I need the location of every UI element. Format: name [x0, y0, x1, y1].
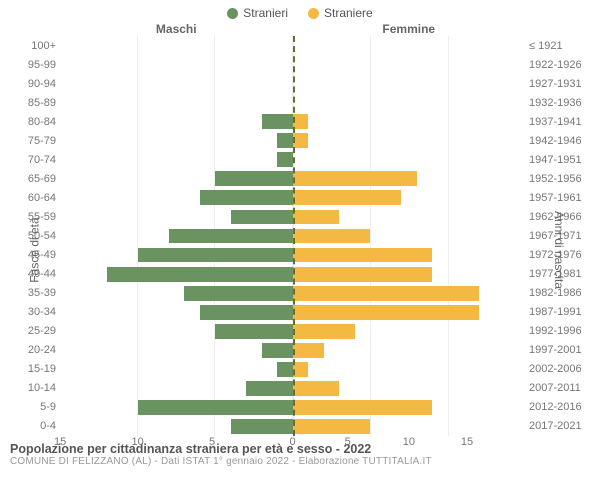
birth-year-tick: 1922-1926	[529, 55, 582, 74]
bar-female	[293, 229, 370, 244]
bar-male	[277, 362, 293, 377]
birth-year-tick: 2002-2006	[529, 360, 582, 379]
birth-year-tick: 1937-1941	[529, 112, 582, 131]
age-tick: 30-34	[28, 303, 56, 322]
bar-male	[107, 267, 293, 282]
chart-title: Popolazione per cittadinanza straniera p…	[10, 442, 590, 456]
age-tick: 75-79	[28, 131, 56, 150]
birth-year-tick: 1957-1961	[529, 188, 582, 207]
swatch-female	[308, 8, 319, 19]
bar-male	[184, 286, 293, 301]
birth-year-tick: 1992-1996	[529, 322, 582, 341]
age-tick: 15-19	[28, 360, 56, 379]
age-tick: 20-24	[28, 341, 56, 360]
bar-male	[262, 343, 293, 358]
age-tick: 85-89	[28, 93, 56, 112]
age-tick: 10-14	[28, 379, 56, 398]
bar-female	[293, 171, 417, 186]
legend-label-female: Straniere	[324, 6, 373, 20]
chart-area: Fasce di età 100+95-9990-9485-8980-8475-…	[0, 36, 600, 436]
age-tick: 35-39	[28, 284, 56, 303]
age-tick: 65-69	[28, 169, 56, 188]
y-axis-label-left: Fasce di età	[28, 217, 42, 282]
legend: Stranieri Straniere	[0, 0, 600, 22]
bar-male	[138, 400, 293, 415]
bar-male	[246, 381, 293, 396]
bar-female	[293, 419, 370, 434]
bar-male	[200, 190, 293, 205]
bar-female	[293, 362, 309, 377]
birth-year-tick: 1932-1936	[529, 93, 582, 112]
birth-year-tick: ≤ 1921	[529, 36, 563, 55]
bars-female	[293, 36, 526, 436]
bar-female	[293, 400, 433, 415]
age-tick: 70-74	[28, 150, 56, 169]
birth-year-tick: 2007-2011	[529, 379, 581, 398]
birth-year-tick: 1947-1951	[529, 150, 582, 169]
bar-male	[231, 419, 293, 434]
bar-female	[293, 210, 340, 225]
bar-female	[293, 305, 479, 320]
col-title-male: Maschi	[60, 22, 293, 36]
bar-male	[231, 210, 293, 225]
bar-female	[293, 248, 433, 263]
age-tick: 80-84	[28, 112, 56, 131]
age-tick: 60-64	[28, 188, 56, 207]
bar-male	[262, 114, 293, 129]
legend-label-male: Stranieri	[243, 6, 288, 20]
age-tick: 25-29	[28, 322, 56, 341]
bar-female	[293, 343, 324, 358]
birth-year-tick: 1987-1991	[529, 303, 582, 322]
age-tick: 100+	[31, 36, 56, 55]
bar-female	[293, 133, 309, 148]
age-tick: 90-94	[28, 74, 56, 93]
legend-item-female: Straniere	[308, 6, 373, 20]
bar-male	[169, 229, 293, 244]
birth-year-tick: 1952-1956	[529, 169, 582, 188]
bar-female	[293, 381, 340, 396]
birth-year-tick: 2017-2021	[529, 417, 582, 436]
plot	[60, 36, 525, 436]
centerline	[293, 36, 295, 436]
bar-male	[200, 305, 293, 320]
bar-male	[138, 248, 293, 263]
bar-male	[215, 171, 292, 186]
column-titles: Maschi Femmine	[0, 22, 600, 36]
birth-year-tick: 2012-2016	[529, 398, 582, 417]
bar-female	[293, 267, 433, 282]
birth-year-tick: 1942-1946	[529, 131, 582, 150]
birth-year-tick: 1927-1931	[529, 74, 582, 93]
bar-male	[277, 152, 293, 167]
age-tick: 5-9	[40, 398, 56, 417]
bar-male	[277, 133, 293, 148]
legend-item-male: Stranieri	[227, 6, 288, 20]
bars-male	[60, 36, 293, 436]
swatch-male	[227, 8, 238, 19]
age-tick: 95-99	[28, 55, 56, 74]
col-title-female: Femmine	[293, 22, 526, 36]
bar-female	[293, 286, 479, 301]
chart-subtitle: COMUNE DI FELIZZANO (AL) - Dati ISTAT 1°…	[10, 456, 590, 467]
bar-female	[293, 114, 309, 129]
bar-male	[215, 324, 292, 339]
bar-female	[293, 324, 355, 339]
age-tick: 0-4	[40, 417, 56, 436]
bar-female	[293, 190, 402, 205]
y-axis-label-right: Anni di nascita	[552, 211, 566, 289]
footer: Popolazione per cittadinanza straniera p…	[0, 436, 600, 467]
birth-year-tick: 1997-2001	[529, 341, 582, 360]
